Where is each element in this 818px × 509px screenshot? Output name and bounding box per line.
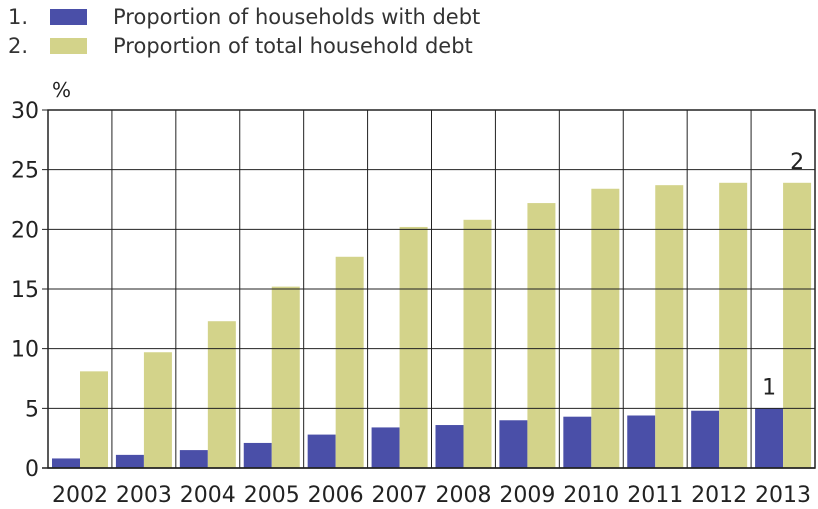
y-tick-label: 0 <box>25 457 39 482</box>
bar-total-household-debt-2005 <box>271 286 300 468</box>
bar-households-with-debt-2002 <box>52 458 80 468</box>
x-tick-label: 2004 <box>180 483 236 508</box>
legend: 1. Proportion of households with debt 2.… <box>8 2 480 60</box>
bar-total-household-debt-2007 <box>399 226 428 468</box>
bar-total-household-debt-2013 <box>783 182 812 468</box>
bar-households-with-debt-2003 <box>115 454 144 468</box>
legend-label: Proportion of households with debt <box>113 4 481 29</box>
legend-swatch-households-with-debt <box>50 8 87 25</box>
x-tick-label: 2007 <box>372 483 428 508</box>
bar-total-household-debt-2004 <box>207 321 236 468</box>
x-tick-label: 2006 <box>308 483 364 508</box>
bar-total-household-debt-2012 <box>719 182 748 468</box>
bar-households-with-debt-2010 <box>563 416 592 468</box>
bar-households-with-debt-2011 <box>627 415 656 468</box>
series-marker-label: 2 <box>790 150 804 175</box>
x-tick-label: 2003 <box>116 483 172 508</box>
bar-total-household-debt-2003 <box>143 352 172 468</box>
x-tick-label: 2002 <box>52 483 108 508</box>
y-tick-label: 15 <box>11 278 39 303</box>
y-tick-label: 20 <box>11 218 39 243</box>
legend-number: 1. <box>8 4 29 29</box>
bar-households-with-debt-2006 <box>307 434 336 468</box>
bar-households-with-debt-2009 <box>499 420 528 468</box>
bar-households-with-debt-2012 <box>691 410 720 468</box>
y-unit-label: % <box>52 78 71 102</box>
bar-households-with-debt-2008 <box>435 425 464 468</box>
bar-total-household-debt-2002 <box>80 371 108 468</box>
x-tick-label: 2008 <box>435 483 491 508</box>
bar-total-household-debt-2006 <box>335 256 364 468</box>
y-tick-label: 30 <box>11 99 39 124</box>
bar-households-with-debt-2013 <box>755 408 784 468</box>
bar-total-household-debt-2008 <box>463 219 492 468</box>
x-tick-label: 2012 <box>691 483 747 508</box>
series-marker-label: 1 <box>762 375 776 400</box>
x-tick-label: 2010 <box>563 483 619 508</box>
legend-item-total-household-debt: 2. Proportion of total household debt <box>8 31 480 60</box>
x-tick-label: 2013 <box>755 483 811 508</box>
legend-number: 2. <box>8 33 29 58</box>
bar-total-household-debt-2009 <box>527 203 556 468</box>
legend-swatch-total-household-debt <box>50 37 87 54</box>
bar-total-household-debt-2011 <box>655 185 684 468</box>
x-tick-label: 2009 <box>499 483 555 508</box>
bar-households-with-debt-2005 <box>243 442 272 468</box>
legend-label: Proportion of total household debt <box>113 33 473 58</box>
x-tick-label: 2011 <box>627 483 683 508</box>
bar-total-household-debt-2010 <box>591 188 620 468</box>
bar-households-with-debt-2004 <box>179 450 208 468</box>
x-tick-label: 2005 <box>244 483 300 508</box>
y-tick-label: 5 <box>25 397 39 422</box>
legend-item-households-with-debt: 1. Proportion of households with debt <box>8 2 480 31</box>
plot-frame <box>47 109 816 469</box>
bar-households-with-debt-2007 <box>371 427 400 468</box>
y-tick-label: 25 <box>11 159 39 184</box>
y-tick-label: 10 <box>11 338 39 363</box>
